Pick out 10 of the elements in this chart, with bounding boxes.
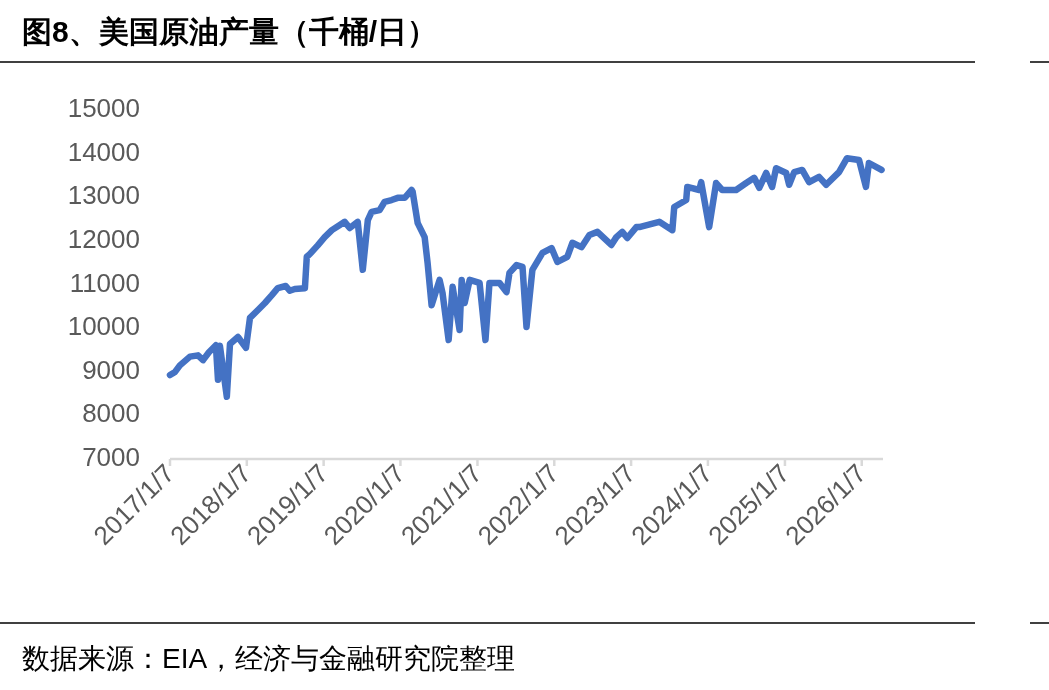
- y-tick-label: 11000: [69, 267, 140, 298]
- y-tick-label: 9000: [82, 354, 140, 385]
- chart-title: 图8、美国原油产量（千桶/日）: [22, 15, 438, 48]
- y-tick-label: 12000: [67, 223, 140, 254]
- y-tick-label: 10000: [67, 311, 140, 342]
- source-note: 数据来源：EIA，经济与金融研究院整理: [22, 643, 516, 674]
- y-tick-label: 14000: [67, 136, 140, 167]
- y-tick-label: 13000: [67, 180, 140, 211]
- y-tick-label: 8000: [82, 398, 140, 429]
- y-tick-label: 15000: [67, 93, 140, 123]
